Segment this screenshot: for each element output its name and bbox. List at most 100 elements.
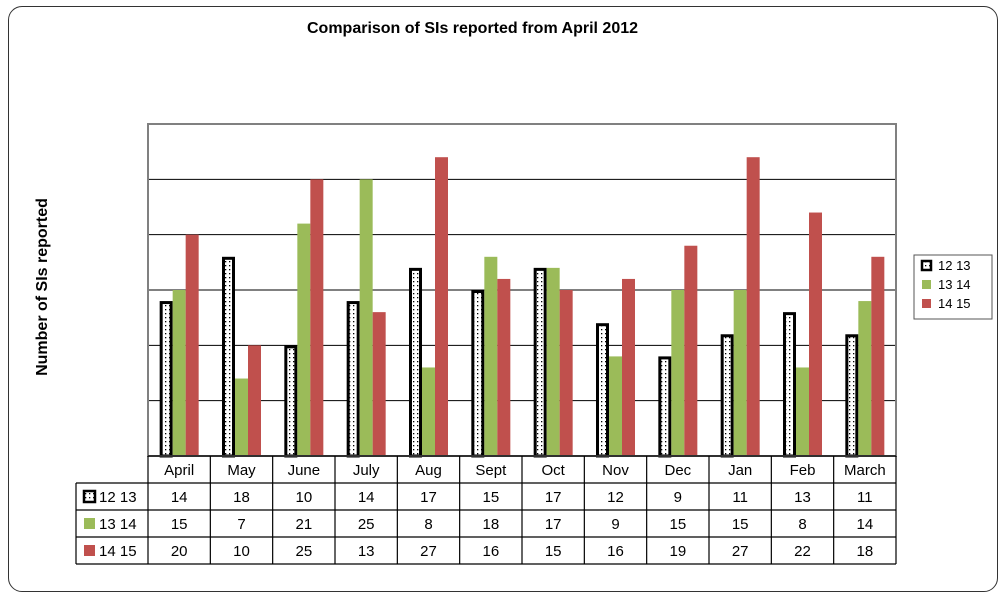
data-label: 8 (798, 516, 806, 533)
bar (248, 345, 261, 456)
bar (809, 212, 822, 456)
bar (746, 157, 760, 456)
data-label: 12 (607, 489, 624, 506)
data-label: 7 (237, 516, 245, 533)
data-label: 9 (674, 489, 682, 506)
legend-label: 12 13 (938, 258, 971, 273)
bar (671, 290, 685, 456)
data-label: 14 (171, 489, 188, 506)
data-label: 27 (420, 543, 437, 560)
bar (596, 323, 609, 458)
data-label: 25 (295, 543, 312, 560)
data-label: 15 (669, 516, 686, 533)
bar (546, 267, 560, 456)
data-label: 11 (732, 489, 748, 506)
data-label: 20 (171, 543, 188, 560)
data-label: 19 (669, 543, 686, 560)
data-label: 15 (482, 489, 499, 506)
bar (422, 367, 435, 456)
data-label: 17 (420, 489, 437, 506)
x-tick-label: Nov (602, 462, 629, 479)
x-tick-label: March (844, 462, 886, 479)
data-label: 18 (482, 516, 499, 533)
data-label: 27 (732, 543, 749, 560)
bar (297, 223, 311, 456)
data-label: 16 (482, 543, 499, 560)
bar (609, 356, 622, 456)
data-label: 10 (233, 543, 250, 560)
legend-key (920, 259, 933, 272)
data-label: 22 (794, 543, 811, 560)
data-label: 16 (607, 543, 624, 560)
x-tick-label: April (164, 462, 194, 479)
bar (622, 278, 635, 456)
bar (484, 256, 498, 456)
legend-label: 14 15 (938, 296, 971, 311)
data-label: 17 (545, 489, 562, 506)
bar (159, 301, 173, 458)
table-series-label: 12 13 (99, 489, 137, 506)
data-label: 18 (233, 489, 250, 506)
data-label: 10 (295, 489, 312, 506)
legend: 12 13 13 14 14 15 (913, 254, 993, 320)
bar (720, 334, 734, 458)
legend-key (922, 280, 931, 289)
bar (845, 334, 859, 458)
bar (783, 312, 796, 458)
bar (359, 179, 373, 457)
bar (435, 157, 448, 456)
data-label: 14 (856, 516, 873, 533)
data-label: 14 (358, 489, 375, 506)
x-tick-label: Feb (790, 462, 816, 479)
data-label: 15 (545, 543, 562, 560)
bar (733, 290, 747, 456)
bar (284, 345, 298, 458)
x-tick-label: May (227, 462, 256, 479)
bar (858, 301, 872, 456)
chart-title: Comparison of SIs reported from April 20… (306, 20, 639, 37)
data-label: 17 (545, 516, 562, 533)
bar (871, 256, 885, 456)
bar (533, 267, 547, 458)
bar (559, 290, 573, 456)
bar (346, 301, 360, 458)
data-label: 8 (424, 516, 432, 533)
data-label: 13 (358, 543, 375, 560)
legend-key (922, 299, 931, 308)
data-label: 9 (611, 516, 619, 533)
x-tick-label: Dec (664, 462, 691, 479)
data-label: 18 (856, 543, 873, 560)
table-series-label: 13 14 (99, 516, 137, 533)
bar (684, 245, 698, 456)
x-tick-label: Oct (541, 462, 565, 479)
bar (471, 290, 485, 458)
bar (372, 312, 386, 456)
data-label: 11 (857, 489, 873, 506)
plot-area (147, 123, 897, 458)
data-label: 21 (295, 516, 312, 533)
data-table: April May June July Aug Sept Oct Nov Dec Jan Feb Ma… (75, 455, 897, 565)
bar (796, 367, 809, 456)
data-label: 13 (794, 489, 811, 506)
data-label: 15 (171, 516, 188, 533)
x-tick-label: June (288, 462, 321, 479)
x-tick-label: Jan (728, 462, 752, 479)
bar (185, 234, 199, 456)
bar (497, 278, 511, 456)
table-series-key (84, 545, 95, 556)
data-label: 25 (358, 516, 375, 533)
bar (409, 267, 422, 458)
table-series-key (82, 489, 97, 504)
bar (310, 179, 324, 457)
table-series-key (84, 518, 95, 529)
table-series-label: 14 15 (99, 543, 137, 560)
bar (172, 290, 186, 456)
bar (235, 378, 248, 456)
x-tick-label: July (353, 462, 380, 479)
x-tick-label: Sept (475, 462, 507, 479)
legend-label: 13 14 (938, 277, 971, 292)
bar (658, 356, 672, 458)
x-tick-label: Aug (415, 462, 442, 479)
bar (222, 256, 235, 458)
